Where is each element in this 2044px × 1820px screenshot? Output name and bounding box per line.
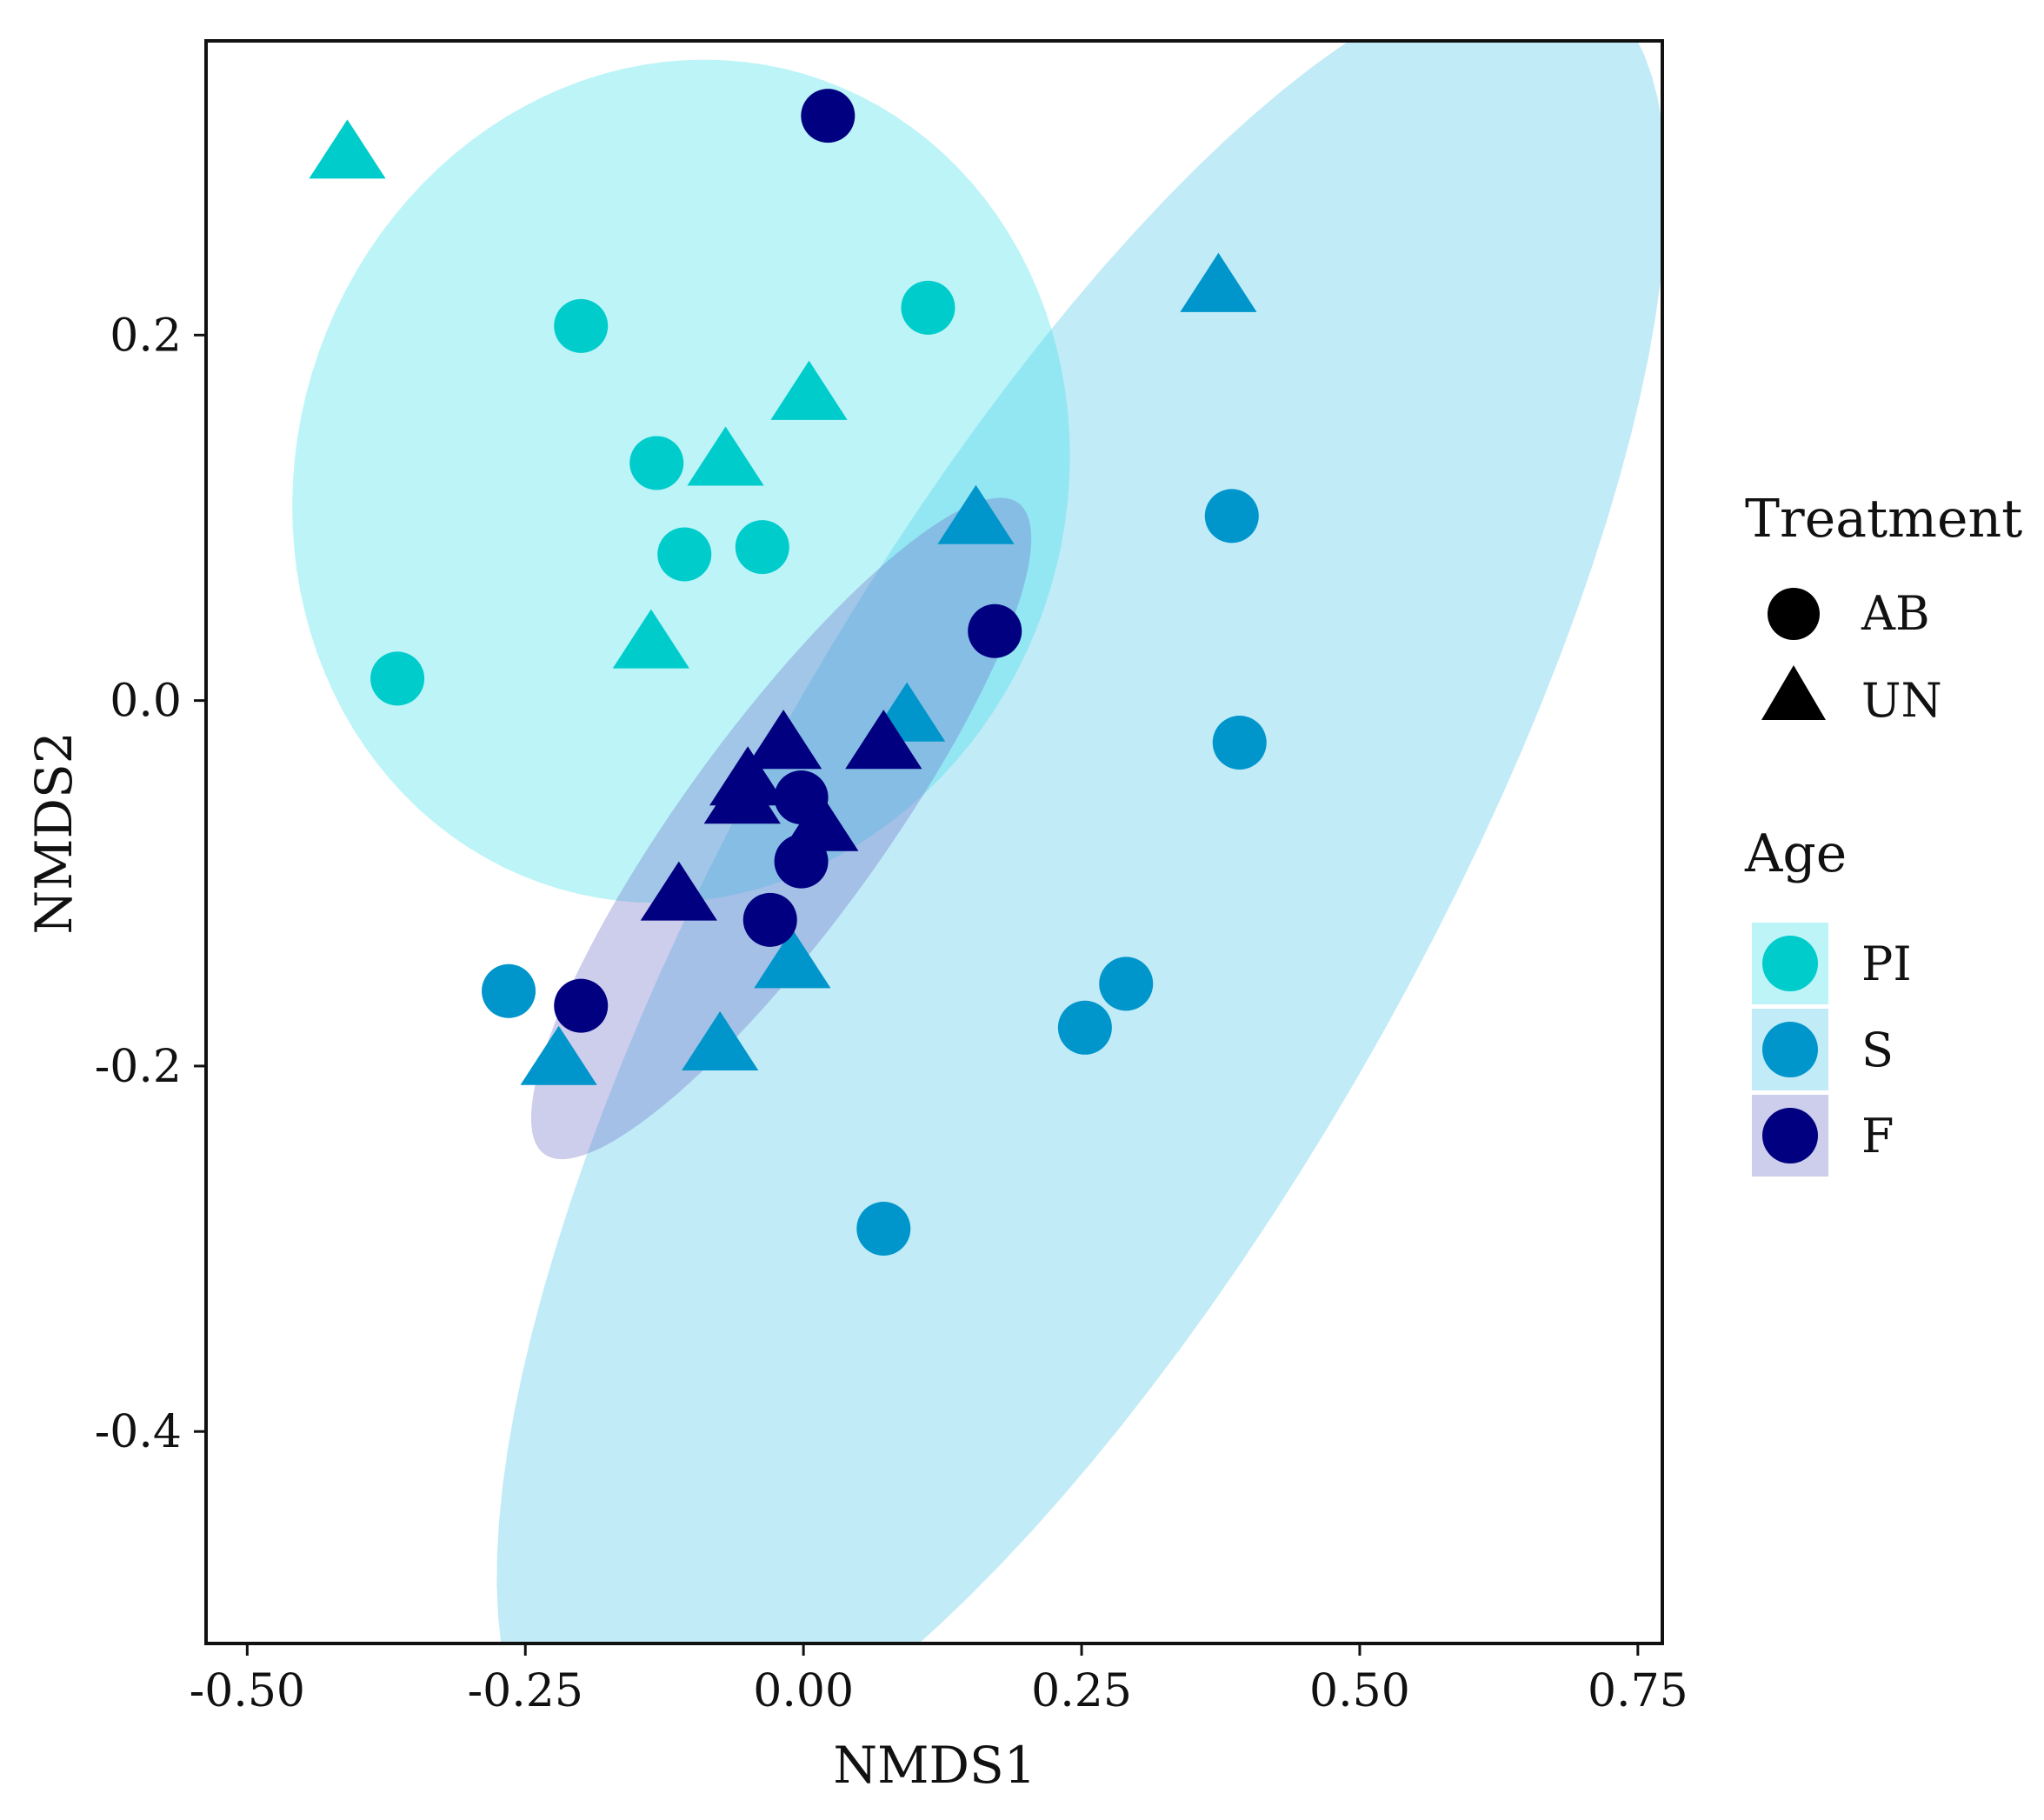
point-s-circle	[1099, 957, 1154, 1011]
point-s-triangle	[1180, 252, 1257, 312]
x-tick-label: 0.50	[1309, 1665, 1410, 1717]
legend-s-label: S	[1861, 1023, 1894, 1077]
point-pi-triangle	[612, 609, 689, 669]
legend-f-label: F	[1861, 1109, 1894, 1163]
legend: Treatment AB UN Age PI S F	[1744, 489, 2022, 1177]
point-s-circle	[1212, 715, 1267, 770]
x-axis-title: NMDS1	[833, 1736, 1035, 1795]
point-pi-circle	[370, 651, 425, 706]
point-f-circle	[742, 892, 797, 947]
data-points	[309, 89, 1267, 1256]
legend-un-label: UN	[1861, 673, 1942, 728]
point-pi-circle	[629, 436, 684, 490]
point-pi-triangle	[309, 119, 386, 179]
point-s-triangle	[520, 1025, 597, 1085]
point-s-circle	[482, 963, 536, 1018]
point-s-triangle	[937, 484, 1015, 544]
point-s-circle	[1057, 1000, 1112, 1055]
x-tick-label: 0.75	[1588, 1665, 1688, 1717]
point-s-triangle	[754, 929, 831, 989]
legend-age-title: Age	[1744, 823, 1847, 884]
x-tick-label: -0.50	[190, 1665, 305, 1717]
legend-f-key	[1762, 1108, 1818, 1163]
x-axis-ticks: -0.50 -0.25 0.00 0.25 0.50 0.75	[190, 1643, 1688, 1717]
legend-ab-label: AB	[1861, 586, 1930, 641]
ellipse-s	[496, 41, 1662, 1643]
y-axis-title: NMDS2	[24, 731, 83, 934]
y-tick-label: 0.2	[110, 310, 182, 362]
point-pi-circle	[554, 298, 609, 353]
legend-ab-key	[1768, 588, 1820, 640]
legend-pi-key	[1762, 936, 1818, 991]
point-s-triangle	[682, 1010, 759, 1070]
point-pi-circle	[657, 527, 712, 582]
point-s-circle	[856, 1201, 911, 1256]
legend-un-key	[1761, 665, 1826, 720]
point-f-circle	[801, 89, 856, 143]
x-tick-label: 0.25	[1031, 1665, 1132, 1717]
y-tick-label: -0.4	[95, 1406, 182, 1458]
point-pi-circle	[901, 280, 955, 335]
point-pi-circle	[735, 520, 789, 575]
legend-treatment-title: Treatment	[1745, 489, 2022, 550]
point-s-circle	[1204, 489, 1259, 543]
y-axis-ticks: 0.2 0.0 -0.2 -0.4	[95, 310, 206, 1458]
plot-frame	[204, 39, 1664, 1645]
point-f-triangle	[703, 764, 781, 824]
x-tick-label: -0.25	[468, 1665, 583, 1717]
point-f-triangle	[640, 861, 717, 921]
legend-s-key	[1762, 1022, 1818, 1077]
ellipse-f	[530, 497, 1032, 1160]
x-tick-label: 0.00	[753, 1665, 854, 1717]
point-f-circle	[968, 603, 1022, 658]
confidence-ellipses	[292, 41, 1662, 1643]
point-f-triangle	[845, 710, 922, 770]
point-pi-triangle	[770, 360, 848, 420]
point-pi-triangle	[687, 426, 764, 486]
ellipse-pi	[292, 59, 1070, 903]
point-f-triangle	[745, 710, 822, 770]
point-f-triangle	[782, 791, 859, 851]
point-f-circle	[554, 978, 609, 1033]
y-tick-label: 0.0	[110, 676, 182, 728]
y-tick-label: -0.2	[95, 1041, 182, 1093]
legend-pi-label: PI	[1861, 937, 1912, 991]
